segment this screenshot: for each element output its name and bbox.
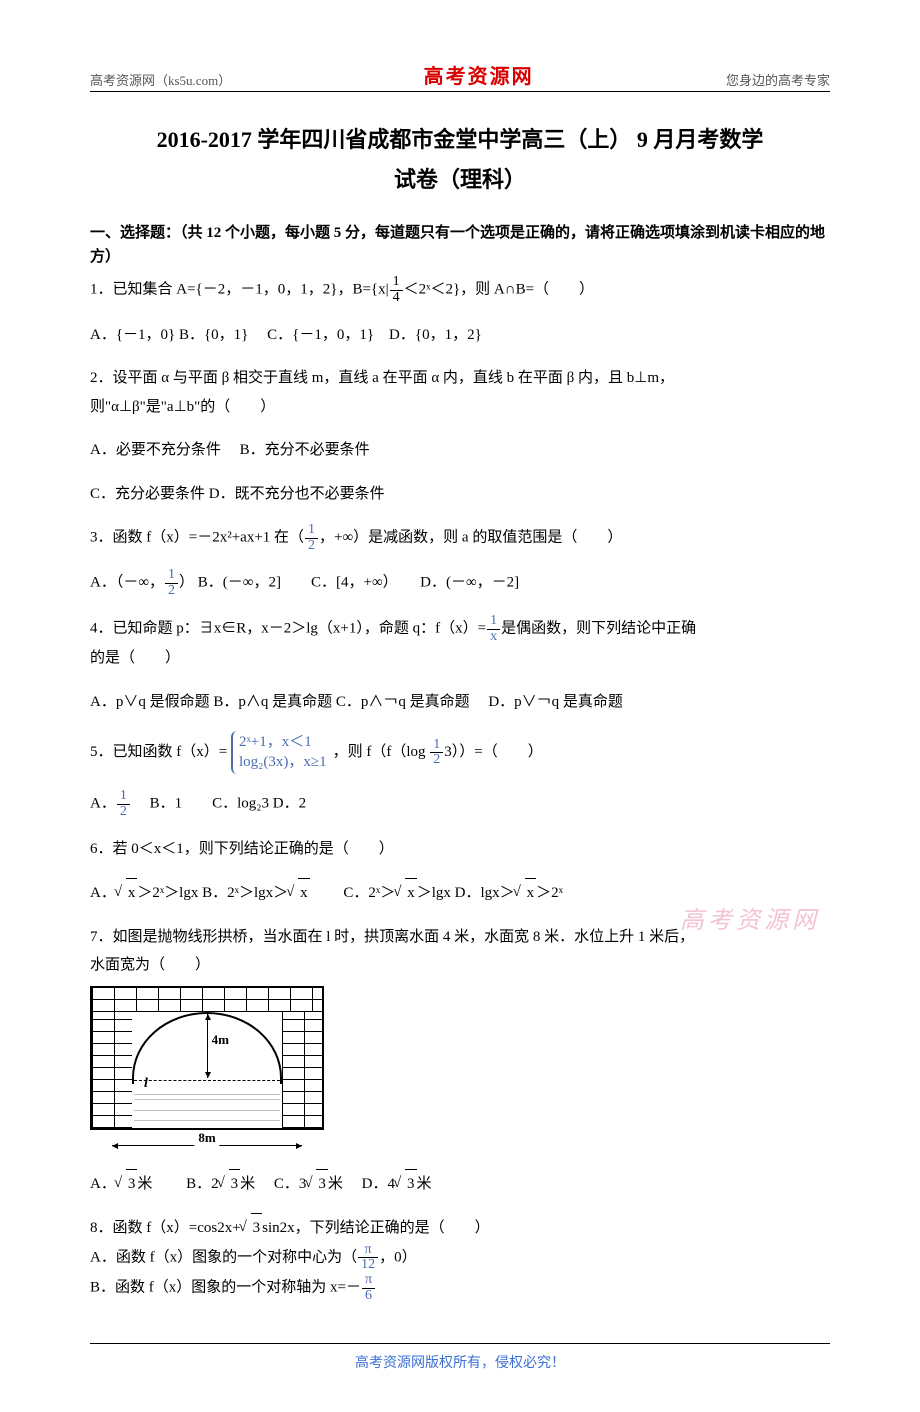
q7-bridge-figure: 4m l 8m — [90, 986, 324, 1130]
q7-dim-8m: 8m — [194, 1130, 219, 1146]
q7-label-l: l — [144, 1076, 148, 1092]
q5-piecewise: 2ˣ+1，x＜1 log₂(3x)，x≥1 — [231, 731, 333, 774]
q3-options: A．（－∞，12） B．(－∞，2] C．[4，+∞） D．(－∞，－2] — [90, 568, 830, 598]
header-left: 高考资源网（ks5u.com） — [90, 70, 231, 89]
q4-stem: 4．已知命题 p：∃x∈R，x－2＞lg（x+1），命题 q：f（x）=1x是偶… — [90, 614, 830, 644]
q4-line2: 的是（ ） — [90, 644, 830, 673]
title-line-2: 试卷（理科） — [90, 160, 830, 200]
exam-title: 2016-2017 学年四川省成都市金堂中学高三（上） 9 月月考数学 试卷（理… — [90, 120, 830, 199]
q2-options-2: C．充分必要条件 D．既不充分也不必要条件 — [90, 480, 830, 509]
q6-stem: 6．若 0＜x＜1，则下列结论正确的是（ ） — [90, 835, 830, 864]
q3-stem: 3．函数 f（x）=－2x²+ax+1 在（12，+∞）是减函数，则 a 的取值… — [90, 523, 830, 553]
q1-options: A．{－1，0} B．{0，1} C．{－1，0，1} D．{0，1，2} — [90, 321, 830, 350]
q7-dim-4m: 4m — [212, 1032, 229, 1048]
q2-options-1: A．必要不充分条件 B．充分不必要条件 — [90, 436, 830, 465]
watermark: 高考资源网 — [680, 900, 820, 935]
page-footer: 高考资源网版权所有，侵权必究！ — [90, 1343, 830, 1372]
section-1-heading: 一、选择题：（共 12 个小题，每小题 5 分，每道题只有一个选项是正确的，请将… — [90, 221, 830, 269]
q7-line2: 水面宽为（ ） — [90, 951, 830, 980]
q8-option-a: A．函数 f（x）图象的一个对称中心为（π12，0） — [90, 1243, 830, 1273]
header-right: 您身边的高考专家 — [726, 70, 830, 89]
q8-stem: 8．函数 f（x）=cos2x+3sin2x，下列结论正确的是（ ） — [90, 1213, 830, 1243]
q4-options: A．p∨q 是假命题 B．p∧q 是真命题 C．p∧￢q 是真命题 D．p∨￢q… — [90, 688, 830, 717]
title-line-1: 2016-2017 学年四川省成都市金堂中学高三（上） 9 月月考数学 — [90, 120, 830, 160]
q8-option-b: B．函数 f（x）图象的一个对称轴为 x=－π6 — [90, 1273, 830, 1303]
q5-stem: 5．已知函数 f（x）= 2ˣ+1，x＜1 log₂(3x)，x≥1 ，则 f（… — [90, 731, 830, 774]
header-center-logo: 高考资源网 — [424, 60, 534, 89]
q2-line2: 则"α⊥β"是"a⊥b"的（ ） — [90, 393, 830, 422]
q2-line1: 2．设平面 α 与平面 β 相交于直线 m，直线 a 在平面 α 内，直线 b … — [90, 364, 830, 393]
page-header: 高考资源网（ks5u.com） 高考资源网 您身边的高考专家 — [90, 60, 830, 92]
q1-stem: 1．已知集合 A={－2，－1，0，1，2}，B={x|14＜2ˣ＜2}，则 A… — [90, 275, 830, 305]
q5-options: A．12 B．1 C．log₂3 D．2 — [90, 789, 830, 819]
q7-options: A．3米 B．23米 C．33米 D．43米 — [90, 1169, 830, 1199]
